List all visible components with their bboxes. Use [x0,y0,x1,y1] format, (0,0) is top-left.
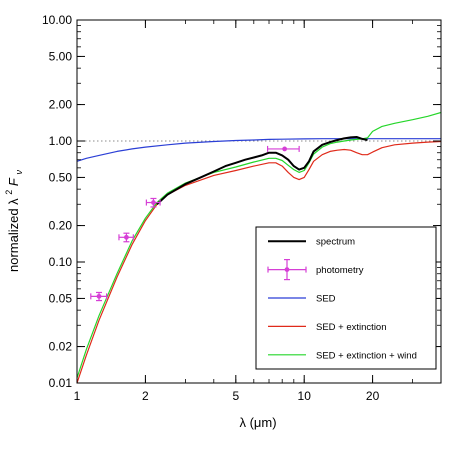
y-tick-label: 0.02 [49,340,73,354]
y-tick-label: 0.20 [49,219,73,233]
y-axis-title-main: normalized λ [6,198,21,272]
series-line-sed-extinction [77,140,441,383]
legend-label: spectrum [316,237,355,248]
legend-entry: SED + extinction [268,322,387,333]
plot-frame [76,19,442,384]
y-axis-title-sub: ν [14,169,24,174]
series-line-sed [77,138,441,162]
x-axis-title: λ (μm) [239,415,276,430]
y-tick-label: 0.10 [49,255,73,269]
y-tick-label: 1.00 [49,134,73,148]
x-tick-label: 1 [74,389,81,403]
series-line-sed-extinction-wind [77,111,441,379]
legend-label: SED [316,294,336,305]
y-axis-title-var: F [6,177,21,186]
x-tick-label: 2 [142,389,149,403]
y-tick-label: 2.00 [49,98,73,112]
y-tick-label: 10.00 [42,13,72,27]
legend-label: SED + extinction + wind [316,350,417,361]
photometry-point [145,197,161,208]
y-axis-title-sup: 2 [4,190,14,195]
photometry-point [90,291,108,302]
legend-entry: SED + extinction + wind [268,350,417,361]
legend-label: photometry [316,265,364,276]
series-line-spectrum [156,136,368,206]
y-tick-label: 0.01 [49,376,73,390]
axes: 1 2 5 10 20 0.01 0.02 0.05 0.10 0.20 0.50 1.00 2.00 5… [42,13,442,403]
x-tick-label: 20 [366,389,380,403]
y-tick-label: 0.50 [49,170,73,184]
y-tick-label: 0.05 [49,291,73,305]
photometry-point [266,145,300,152]
y-axis-title: normalized λ 2 F ν [0,169,24,272]
legend: spectrum photometry SED SED + extinction SED… [255,226,437,370]
legend-entry: spectrum [268,237,355,248]
legend-entry: photometry [267,259,364,281]
x-tick-label: 10 [298,389,312,403]
plot-area [77,111,441,383]
legend-label: SED + extinction [316,322,387,333]
x-tick-label: 5 [232,389,239,403]
photometry-point [118,232,134,243]
y-tick-label: 5.00 [49,49,73,63]
legend-entry: SED [268,294,336,305]
